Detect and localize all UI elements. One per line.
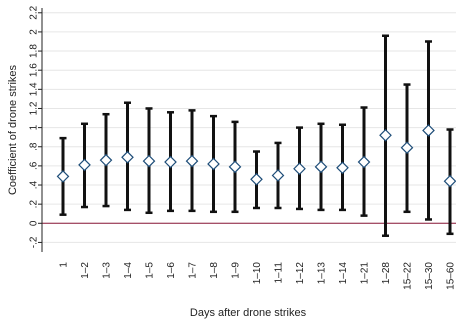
x-tick-label: 1–8: [209, 262, 220, 279]
x-tick-label: 1–11: [274, 262, 285, 284]
y-tick-label: 0: [29, 220, 40, 226]
coefficient-marker: [185, 154, 199, 168]
coefficient-marker: [357, 155, 371, 169]
y-tick-label: .8: [29, 142, 40, 151]
coefficient-marker: [56, 170, 70, 183]
coefficient-markers: [56, 124, 456, 188]
coefficient-marker: [207, 157, 220, 171]
x-tick-label: 1–3: [102, 262, 113, 279]
coefficient-marker: [271, 169, 285, 182]
coefficient-marker: [121, 150, 134, 164]
coefficient-marker: [336, 161, 349, 175]
coefficient-marker: [164, 155, 177, 169]
x-tick-label: 1–9: [231, 262, 242, 279]
x-tick-label: 15–60: [446, 262, 456, 290]
x-tick-label: 1–14: [338, 262, 349, 285]
x-tick-label: 1–7: [188, 262, 199, 279]
coefficient-marker: [228, 160, 242, 174]
x-tick-label: 1: [59, 262, 70, 268]
y-tick-label: .6: [29, 161, 40, 170]
y-tick-label: 1.2: [29, 101, 40, 115]
coefficient-marker: [443, 174, 456, 188]
y-axis-title: Coefficient of drone strikes: [7, 64, 19, 195]
coefficient-marker: [78, 158, 91, 172]
y-tick-label: 2.2: [29, 5, 40, 19]
grid-lines: [42, 12, 456, 243]
coefficient-marker: [99, 153, 113, 167]
y-tick-label: .2: [29, 200, 40, 209]
x-axis-title: Days after drone strikes: [190, 307, 307, 319]
y-tick-labels: -.2 0 .2 .4 .6 .8 1 1.2 1.4 1.6 1.8 2 2.2: [29, 5, 42, 248]
x-tick-label: 1–5: [145, 262, 156, 279]
x-tick-label: 1–28: [381, 262, 392, 285]
y-tick-label: 2: [29, 29, 40, 35]
y-tick-label: 1.6: [29, 63, 40, 77]
x-tick-labels: 1 1–2 1–3 1–4 1–5 1–6 1–7 1–8 1–9 1–10 1–11 1–12 1–1…: [59, 262, 456, 290]
y-tick-label: .4: [29, 180, 40, 189]
y-tick-label: 1: [29, 124, 40, 130]
x-tick-label: 1–6: [166, 262, 177, 279]
coefficient-marker: [422, 124, 435, 137]
x-tick-label: 1–2: [80, 262, 91, 279]
x-tick-label: 1–10: [252, 262, 263, 285]
x-tick-label: 1–12: [295, 262, 306, 285]
x-tick-label: 1–4: [123, 262, 134, 279]
coefficient-marker: [379, 128, 392, 142]
coefficient-marker: [142, 154, 156, 168]
coefficient-marker: [400, 141, 414, 155]
x-tick-label: 1–13: [317, 262, 328, 285]
y-tick-label: 1.4: [29, 82, 40, 96]
x-tick-label: 15–22: [403, 262, 414, 290]
y-tick-label: 1.8: [29, 44, 40, 58]
y-tick-label: -.2: [29, 236, 40, 248]
x-tick-label: 1–21: [360, 262, 371, 285]
coefficient-marker: [293, 162, 306, 176]
coefficient-marker: [250, 172, 263, 186]
coefficient-marker: [314, 160, 328, 174]
x-tick-label: 15–30: [424, 262, 435, 290]
error-bars: [59, 34, 454, 237]
